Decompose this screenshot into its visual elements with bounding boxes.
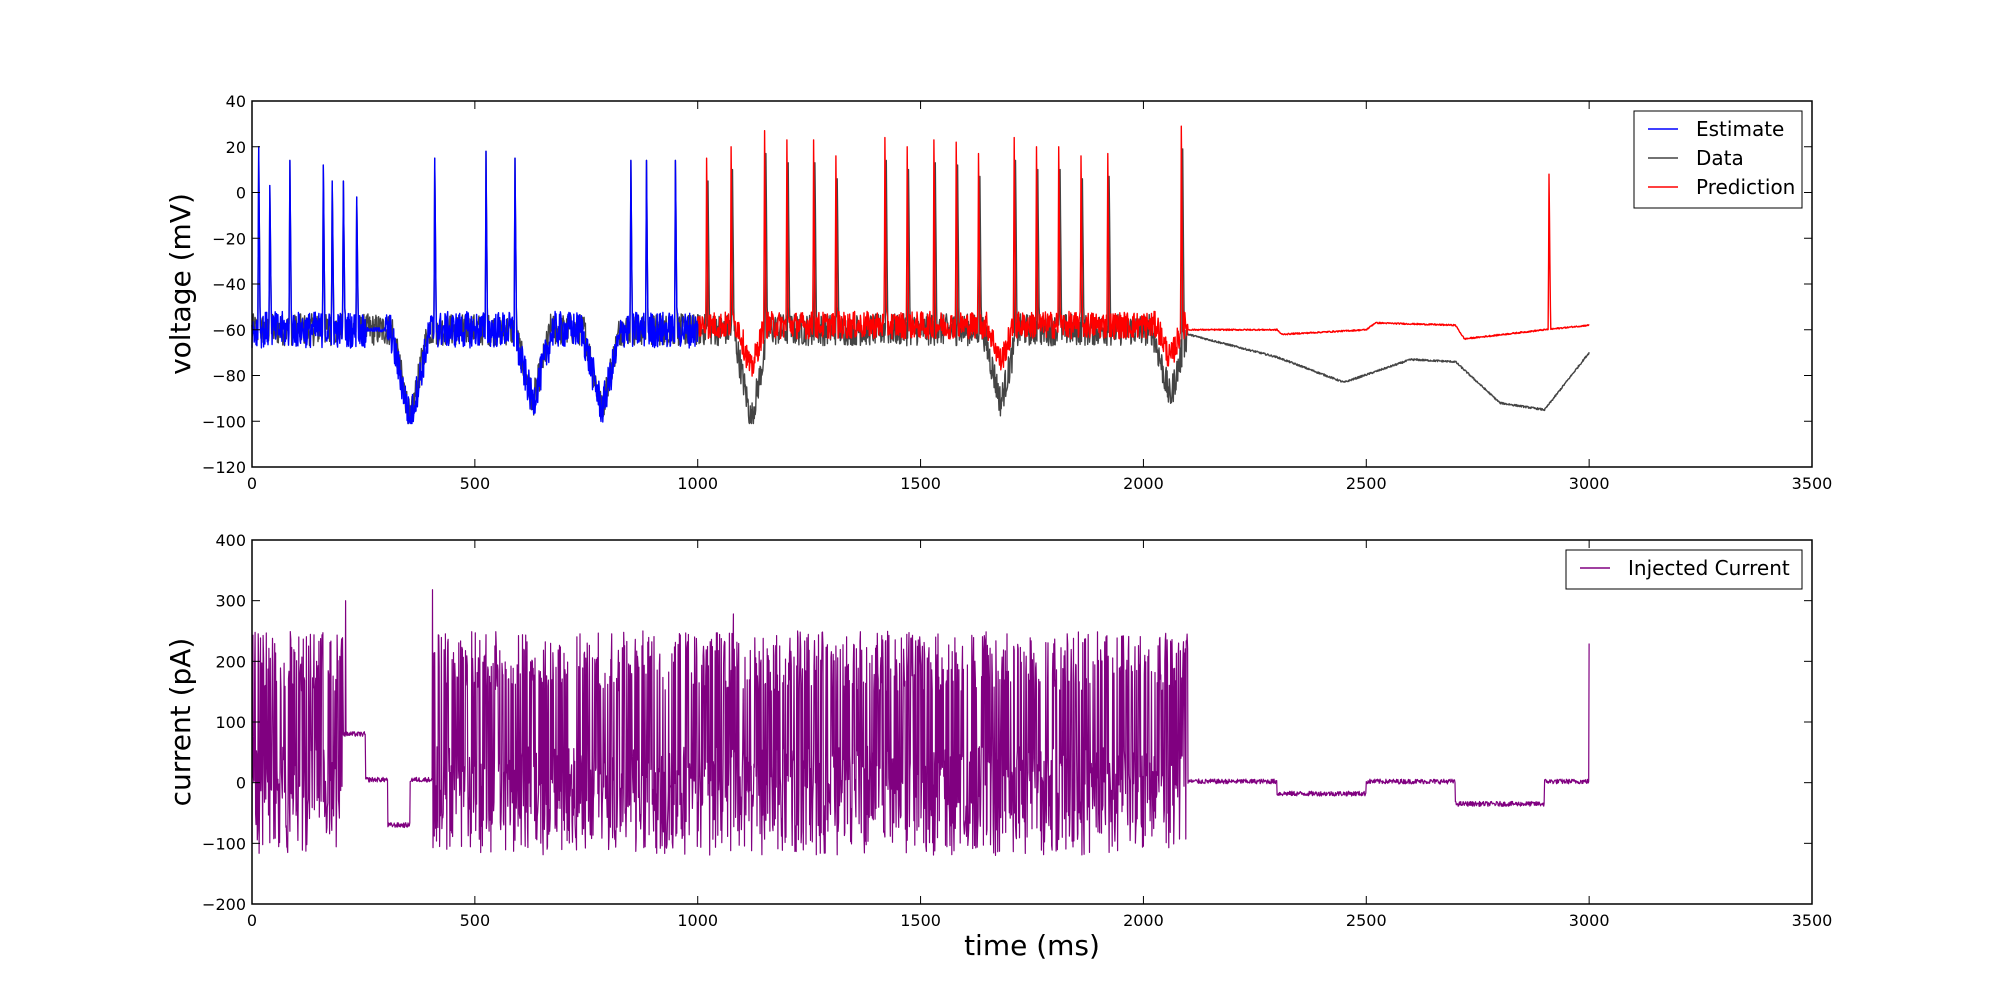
y-tick-label: −20 bbox=[212, 229, 246, 248]
voltage-ticks: 0 500 1000 1500 2000 2500 3000 3500 −120 −100 −80 −… bbox=[202, 92, 1832, 493]
y-tick-label: 100 bbox=[215, 713, 246, 732]
legend-label: Injected Current bbox=[1628, 556, 1790, 580]
x-tick-label: 2000 bbox=[1123, 911, 1164, 930]
legend-box bbox=[1565, 549, 1803, 590]
x-tick-label: 1500 bbox=[900, 911, 941, 930]
y-tick-label: −200 bbox=[202, 895, 246, 914]
y-tick-label: 20 bbox=[226, 138, 246, 157]
x-tick-label: 1500 bbox=[900, 474, 941, 493]
voltage-panel: 0 500 1000 1500 2000 2500 3000 3500 −120 −100 −80 −… bbox=[164, 92, 1832, 493]
y-tick-label: −40 bbox=[212, 275, 246, 294]
estimate-line bbox=[251, 146, 699, 425]
y-tick-label: 0 bbox=[236, 184, 246, 203]
x-tick-label: 3000 bbox=[1569, 474, 1610, 493]
y-tick-label: −100 bbox=[202, 412, 246, 431]
x-tick-label: 2500 bbox=[1346, 911, 1387, 930]
prediction-line bbox=[697, 125, 1590, 377]
x-tick-label: 0 bbox=[247, 474, 257, 493]
x-tick-label: 3500 bbox=[1792, 911, 1833, 930]
x-tick-label: 0 bbox=[247, 911, 257, 930]
injected-current-line bbox=[251, 589, 1590, 856]
current-panel: 0 500 1000 1500 2000 2500 3000 3500 −200 −100 0 100… bbox=[164, 531, 1832, 930]
x-tick-label: 1000 bbox=[677, 474, 718, 493]
voltage-ylabel: voltage (mV) bbox=[164, 193, 197, 375]
legend-label: Estimate bbox=[1696, 117, 1784, 141]
y-tick-label: 200 bbox=[215, 652, 246, 671]
y-tick-label: −120 bbox=[202, 458, 246, 477]
data-line bbox=[251, 146, 1590, 425]
voltage-legend: Estimate Data Prediction bbox=[1633, 110, 1803, 209]
legend-label: Prediction bbox=[1696, 175, 1795, 199]
x-tick-label: 3000 bbox=[1569, 911, 1610, 930]
y-tick-label: 40 bbox=[226, 92, 246, 111]
xlabel: time (ms) bbox=[964, 929, 1100, 962]
current-lines bbox=[251, 589, 1590, 856]
current-ticks: 0 500 1000 1500 2000 2500 3000 3500 −200 −100 0 100… bbox=[202, 531, 1832, 930]
legend-label: Data bbox=[1696, 146, 1744, 170]
y-tick-label: −80 bbox=[212, 367, 246, 386]
legend-box bbox=[1633, 110, 1803, 209]
current-legend: Injected Current bbox=[1565, 549, 1803, 590]
x-tick-label: 1000 bbox=[677, 911, 718, 930]
y-tick-label: 400 bbox=[215, 531, 246, 550]
y-tick-label: −60 bbox=[212, 321, 246, 340]
x-tick-label: 500 bbox=[460, 911, 491, 930]
x-tick-label: 3500 bbox=[1792, 474, 1833, 493]
x-tick-label: 500 bbox=[460, 474, 491, 493]
x-tick-label: 2500 bbox=[1346, 474, 1387, 493]
y-tick-label: 0 bbox=[236, 774, 246, 793]
y-tick-label: −100 bbox=[202, 834, 246, 853]
y-tick-label: 300 bbox=[215, 592, 246, 611]
voltage-lines bbox=[251, 125, 1590, 425]
current-ylabel: current (pA) bbox=[164, 638, 197, 807]
x-tick-label: 2000 bbox=[1123, 474, 1164, 493]
